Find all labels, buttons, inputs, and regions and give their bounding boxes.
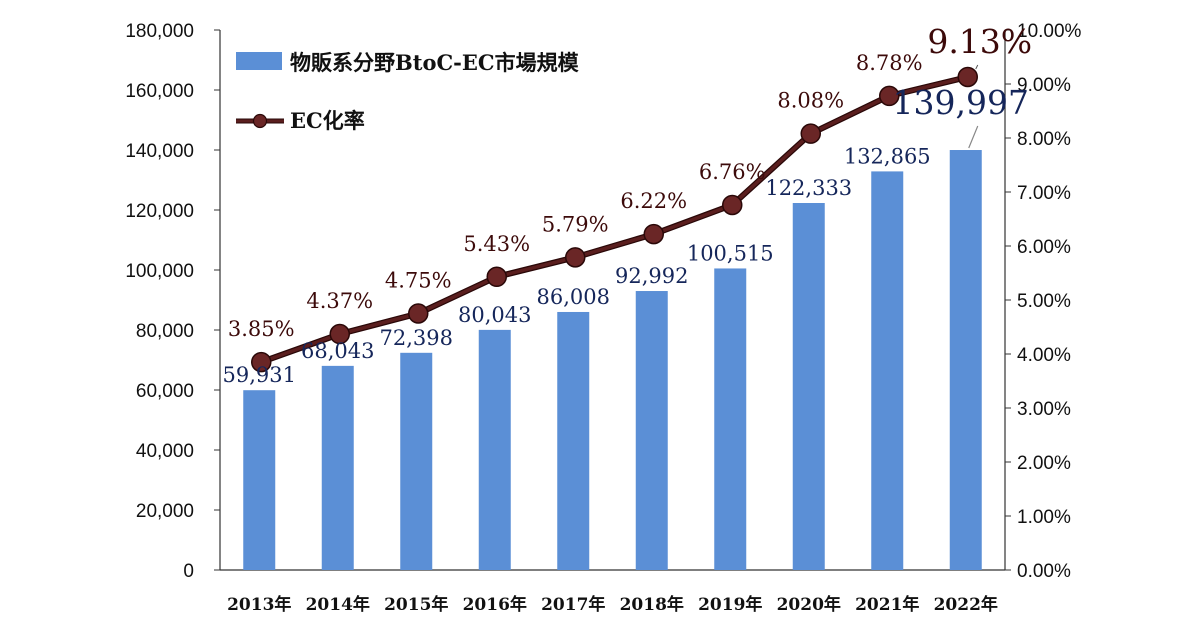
rate-point: [408, 303, 429, 324]
bars-layer: [243, 150, 982, 570]
rate-value-label: 8.08%: [777, 89, 844, 113]
rate-value-label: 4.37%: [306, 289, 373, 313]
x-tick-label: 2018年: [620, 594, 684, 615]
x-tick-label: 2021年: [855, 594, 919, 615]
bar: [714, 268, 747, 570]
rate-point: [800, 123, 821, 144]
bar-value-label: 100,515: [687, 241, 774, 265]
left-tick-label: 60,000: [136, 381, 194, 402]
rate-value-label: 5.79%: [542, 212, 609, 236]
rate-point: [957, 66, 978, 88]
left-tick-label: 120,000: [125, 201, 194, 222]
rate-value-label: 6.76%: [699, 160, 766, 184]
x-tick-label: 2016年: [463, 594, 527, 615]
left-tick-label: 160,000: [125, 81, 194, 102]
bar-value-label: 122,333: [765, 176, 852, 200]
left-tick-label: 40,000: [136, 441, 194, 462]
bar: [243, 390, 276, 570]
rate-point: [565, 247, 586, 268]
rate-line-layer: [251, 66, 978, 373]
bar: [871, 171, 904, 570]
x-tick-label: 2013年: [227, 594, 291, 615]
rate-point: [722, 194, 743, 216]
right-tick-label: 4.00%: [1017, 345, 1071, 366]
rate-point: [486, 266, 507, 288]
bar: [400, 352, 433, 570]
right-tick-label: 2.00%: [1017, 453, 1071, 474]
rate-line-outline: [260, 74, 969, 365]
rate-value-label: 9.13%: [927, 22, 1032, 61]
left-tick-label: 0: [183, 561, 194, 582]
rate-value-label: 5.43%: [463, 232, 530, 256]
left-tick-label: 20,000: [136, 501, 194, 522]
left-tick-label: 100,000: [125, 261, 194, 282]
legend-line-marker: [252, 113, 268, 129]
data-labels-layer: 59,93168,04372,39880,04386,00892,992100,…: [223, 22, 1033, 387]
rate-point: [329, 323, 350, 345]
rate-point: [879, 85, 900, 107]
x-tick-label: 2017年: [541, 594, 605, 615]
bar-value-label: 86,008: [537, 285, 610, 309]
bar-value-label: 132,865: [844, 144, 931, 168]
right-tick-label: 7.00%: [1017, 183, 1071, 204]
left-tick-label: 80,000: [136, 321, 194, 342]
bar: [478, 329, 511, 570]
right-tick-label: 5.00%: [1017, 291, 1071, 312]
left-tick-label: 140,000: [125, 141, 194, 162]
right-tick-label: 0.00%: [1017, 561, 1071, 582]
bar: [557, 311, 590, 570]
bar-value-label: 80,043: [458, 303, 531, 327]
legend-bar-swatch: [236, 52, 282, 70]
rate-point: [251, 351, 272, 373]
legend: 物販系分野BtoC-EC市場規模 EC化率: [236, 50, 580, 133]
rate-value-label: 4.75%: [385, 269, 452, 293]
right-tick-label: 6.00%: [1017, 237, 1071, 258]
bar: [635, 291, 668, 570]
legend-bar-label: 物販系分野BtoC-EC市場規模: [290, 50, 580, 75]
rate-line: [260, 75, 969, 364]
x-tick-label: 2020年: [777, 594, 841, 615]
bar-value-label: 59,931: [223, 363, 296, 387]
rate-value-label: 3.85%: [228, 317, 295, 341]
right-tick-label: 9.00%: [1017, 75, 1071, 96]
right-tick-label: 8.00%: [1017, 129, 1071, 150]
bar: [321, 365, 354, 570]
legend-line-label: EC化率: [290, 108, 365, 133]
rate-value-label: 8.78%: [856, 51, 923, 75]
bar-value-label: 92,992: [615, 264, 688, 288]
bar-value-label: 72,398: [380, 326, 453, 350]
rate-point: [643, 223, 664, 245]
right-tick-label: 3.00%: [1017, 399, 1071, 420]
right-tick-label: 10.00%: [1017, 21, 1082, 42]
x-tick-label: 2015年: [384, 594, 448, 615]
right-tick-label: 1.00%: [1017, 507, 1071, 528]
bar-label-leader: [968, 125, 979, 149]
x-tick-label: 2022年: [934, 594, 998, 615]
bar-value-label: 139,997: [893, 83, 1029, 122]
bar: [792, 203, 825, 570]
rate-value-label: 6.22%: [620, 189, 687, 213]
x-tick-label: 2014年: [306, 594, 370, 615]
axes-layer: 0 20,000 40,000 60,000 80,000 100,000 120,000 1…: [125, 21, 1081, 615]
rate-label-leader: [975, 64, 979, 70]
x-tick-label: 2019年: [698, 594, 762, 615]
bar: [949, 150, 982, 570]
bar-value-label: 68,043: [301, 339, 374, 363]
left-tick-label: 180,000: [125, 21, 194, 42]
